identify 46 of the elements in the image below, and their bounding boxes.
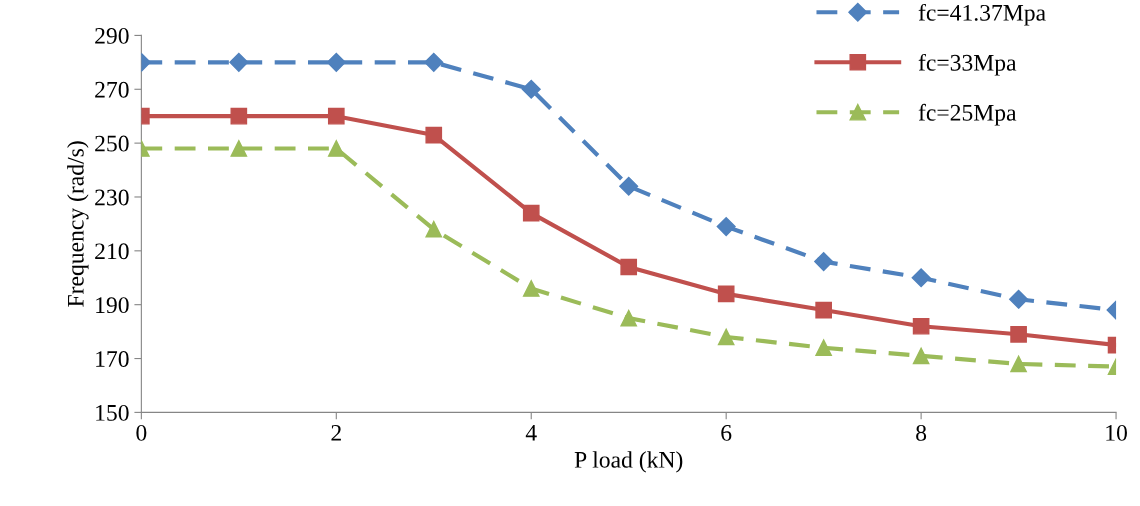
x-tick-label: 2 [331, 424, 341, 441]
legend-label: fc=25Mpa [918, 103, 1017, 126]
y-tick-label: 270 [95, 81, 129, 98]
y-tick-label: 230 [95, 189, 129, 206]
x-tick-label: 4 [525, 425, 537, 441]
point [229, 52, 249, 72]
point [230, 107, 248, 125]
point [521, 79, 541, 99]
point [911, 268, 931, 288]
point [912, 347, 930, 365]
point [815, 339, 832, 357]
y-tick-label: 150 [96, 404, 129, 421]
y-tick-label: 250 [95, 135, 129, 152]
point [425, 126, 443, 144]
point [716, 217, 736, 237]
point [1010, 355, 1027, 373]
point [815, 301, 832, 319]
point [814, 252, 834, 272]
point [327, 107, 345, 125]
point [620, 258, 638, 276]
y-tick-label: 290 [95, 27, 129, 44]
point [912, 317, 930, 335]
point [717, 285, 735, 303]
x-axis-title: P load (kN) [574, 451, 683, 473]
y-tick-label: 210 [95, 243, 129, 260]
legend-label: fc=41.37Mpa [918, 3, 1046, 26]
point [424, 52, 444, 72]
point [1010, 325, 1027, 343]
point [620, 309, 638, 327]
point [326, 52, 346, 72]
point [522, 204, 540, 222]
point [522, 280, 540, 297]
point [425, 220, 443, 238]
legend-label: fc=33Mpa [918, 53, 1017, 76]
point [717, 328, 735, 346]
y-tick-label: 170 [96, 351, 129, 367]
x-tick-label: 0 [136, 424, 147, 441]
y-axis-title: Frequency (rad/s) [67, 141, 89, 307]
point [619, 176, 639, 196]
point [327, 140, 345, 157]
y-tick-label: 190 [96, 297, 129, 314]
x-tick-label: 8 [916, 424, 927, 441]
x-tick-label: 10 [1106, 424, 1127, 441]
x-tick-label: 6 [721, 424, 732, 441]
point [230, 140, 248, 157]
point [1009, 289, 1029, 309]
